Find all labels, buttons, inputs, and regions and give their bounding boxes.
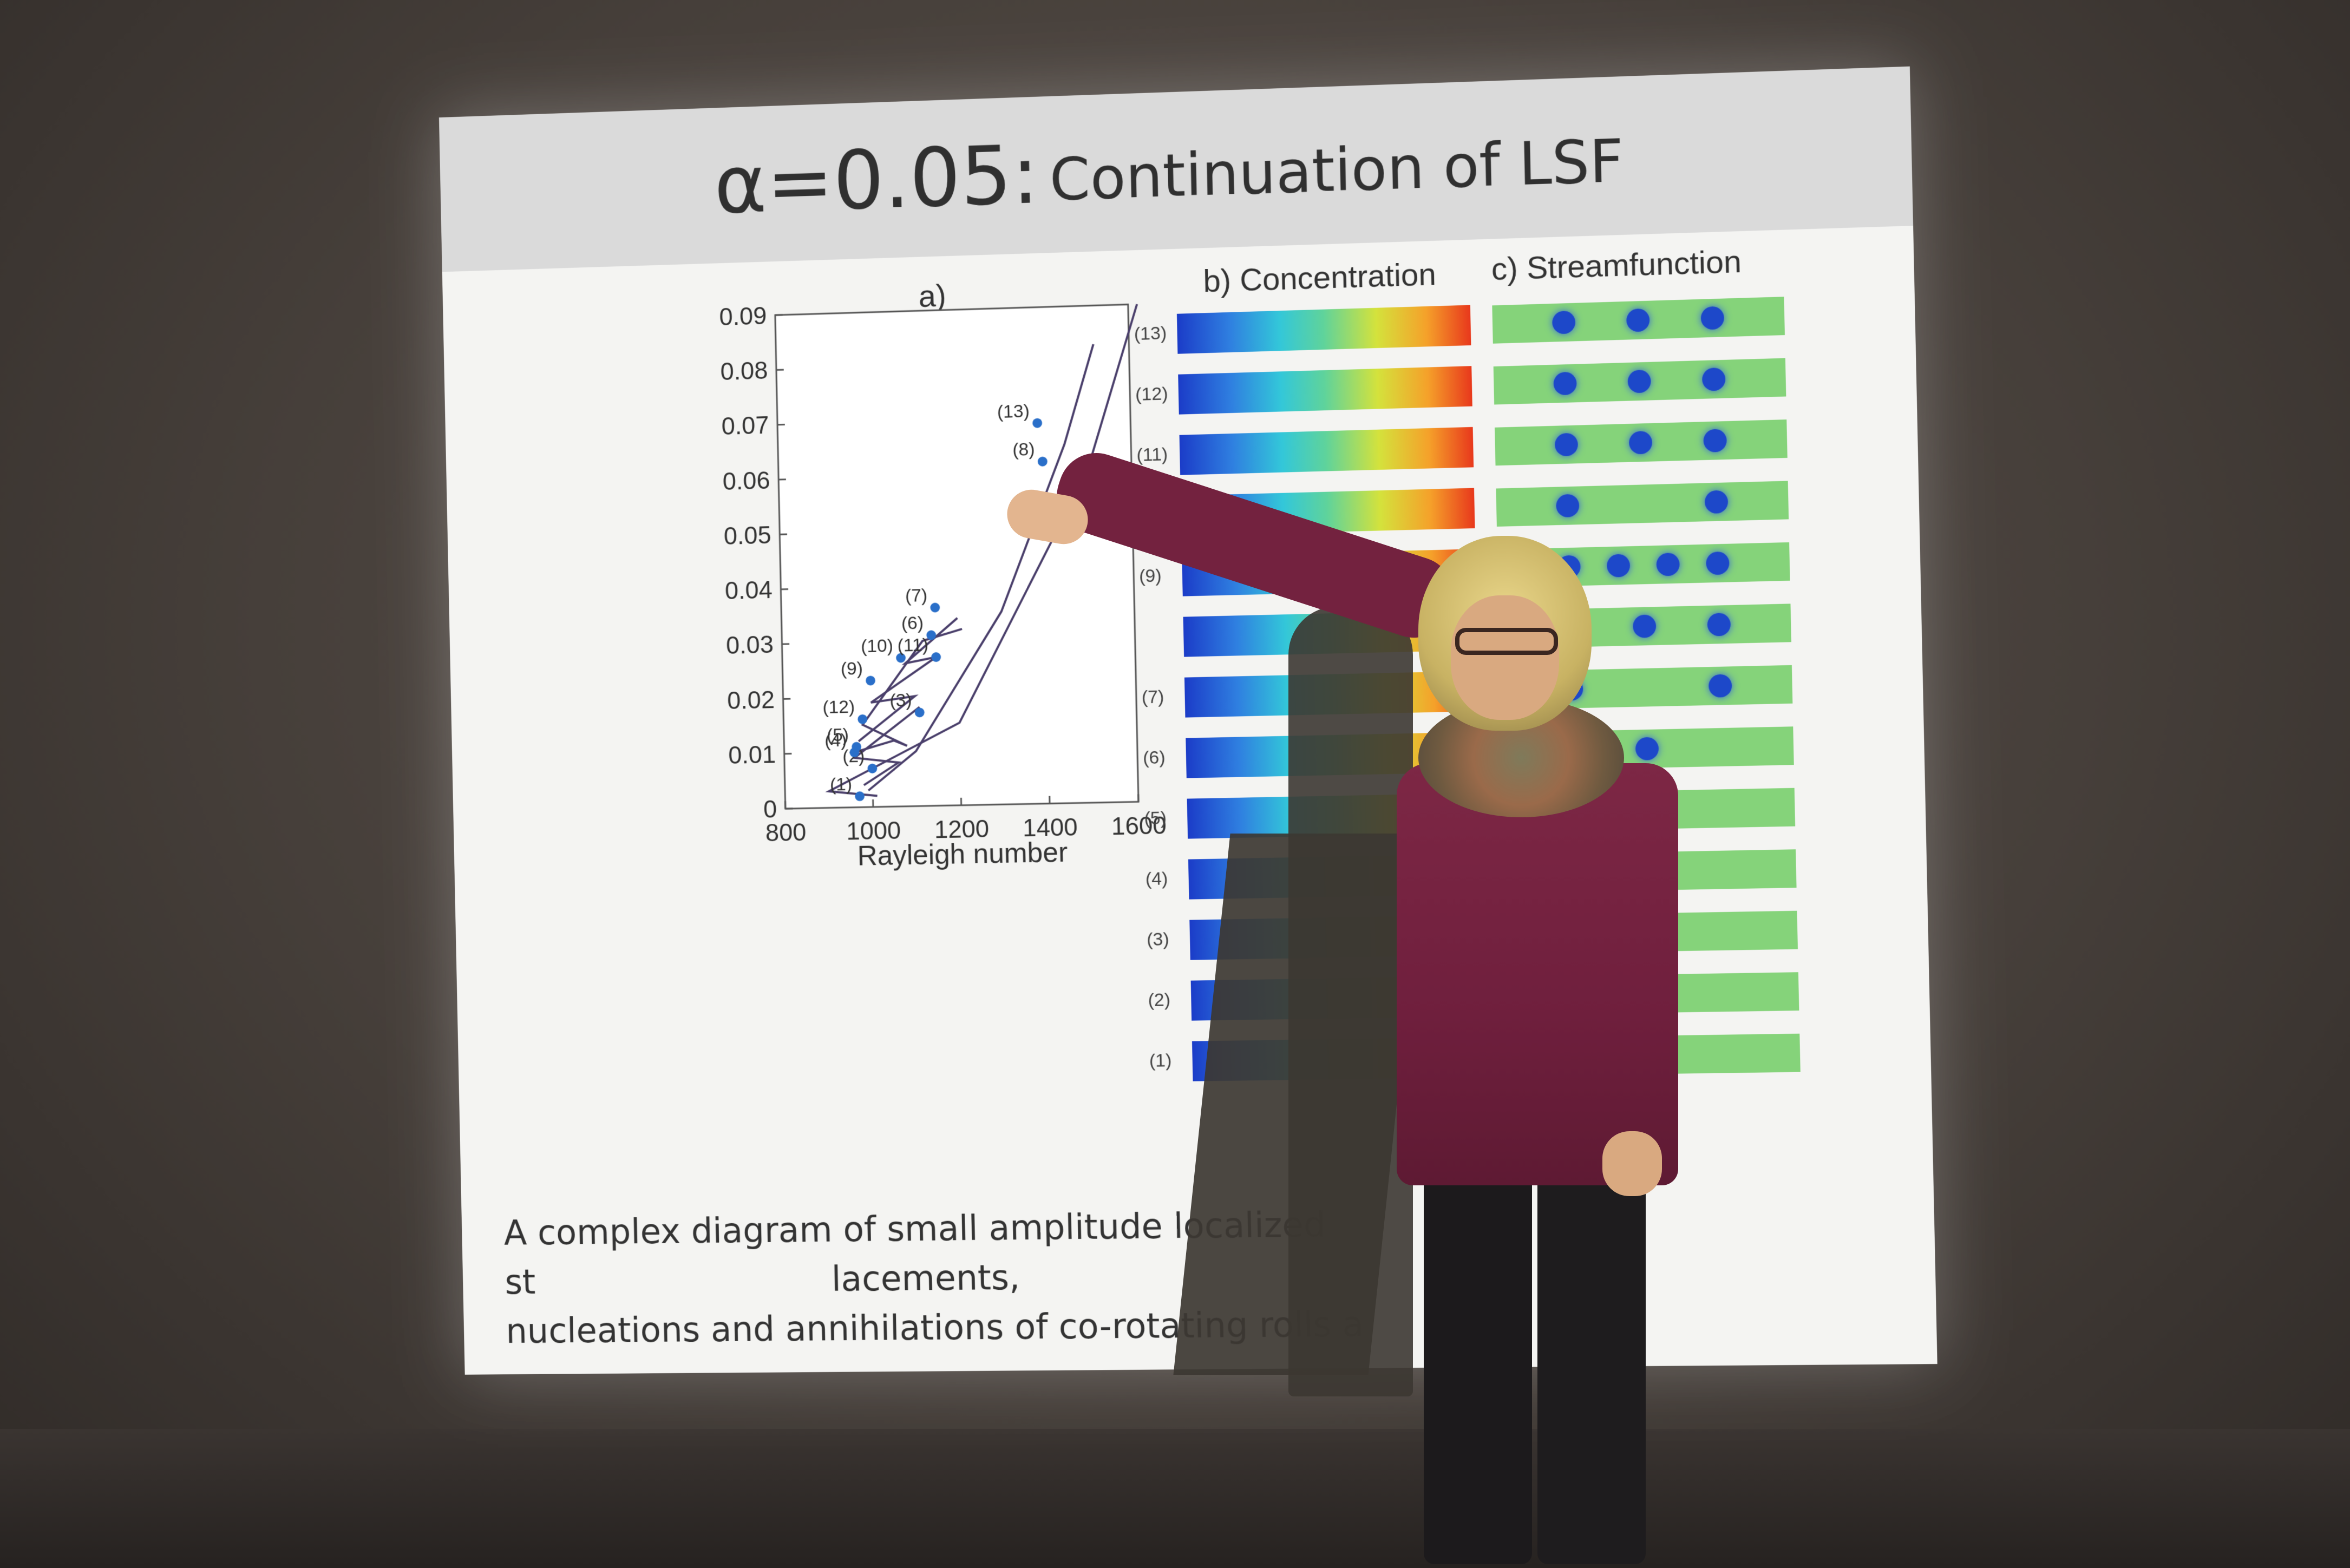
x-tick-label: 800 (765, 818, 807, 847)
vortex-marker (1629, 431, 1653, 455)
data-point-label: (10) (861, 636, 893, 657)
strip-row-label: (7) (1142, 686, 1164, 708)
strip-row-label: (2) (1148, 989, 1170, 1011)
slide-title-symbol: α=0.05: (713, 128, 1039, 232)
concentration-strip (1180, 427, 1474, 475)
vortex-marker (1553, 372, 1576, 396)
y-axis-label: J (673, 551, 680, 575)
data-point-label: (9) (841, 659, 863, 679)
streamfunction-strip (1496, 481, 1789, 526)
strip-row-label: (12) (1135, 383, 1168, 405)
vortex-marker (1703, 429, 1727, 452)
vortex-marker (1626, 309, 1650, 332)
strip-row-label: (9) (1139, 566, 1162, 587)
panel-c-label: c) Streamfunction (1491, 243, 1742, 287)
strip-row-label: (6) (1143, 747, 1166, 769)
vortex-marker (1706, 552, 1730, 575)
panel-b-label: b) Concentration (1203, 256, 1437, 299)
data-point-label: (13) (997, 401, 1030, 422)
strip-row-label: (13) (1134, 323, 1167, 345)
y-tick-label: 0.04 (725, 576, 773, 605)
streamfunction-strip (1495, 419, 1788, 465)
data-point-label: (3) (889, 691, 912, 711)
slide-title-bar: α=0.05: Continuation of LSF (439, 67, 1913, 272)
vortex-marker (1700, 306, 1724, 330)
data-point-label: (11) (897, 635, 928, 655)
vortex-marker (1627, 370, 1651, 393)
room-floor (0, 1429, 2350, 1568)
x-axis-label: Rayleigh number (857, 836, 1068, 871)
y-tick-label: 0.02 (727, 686, 775, 714)
y-tick-label: 0.09 (719, 302, 767, 331)
strip-row-label: (1) (1149, 1050, 1172, 1072)
streamfunction-strip (1494, 358, 1786, 405)
data-point-label: (8) (1012, 439, 1035, 460)
vortex-marker (1552, 311, 1575, 334)
y-tick-label: 0.05 (723, 521, 771, 550)
strip-row-label: (11) (1136, 444, 1168, 466)
y-tick-label: 0.06 (722, 466, 770, 495)
streamfunction-strip (1492, 297, 1785, 344)
vortex-marker (1709, 674, 1732, 697)
presenter-face (1451, 595, 1559, 720)
presenter-leg-right (1537, 1175, 1646, 1564)
strip-row-label: (4) (1145, 868, 1168, 890)
presenter-torso (1397, 763, 1678, 1185)
y-tick-label: 0.01 (728, 740, 776, 769)
concentration-strip (1177, 305, 1471, 354)
presenter (1386, 536, 1689, 1564)
vortex-marker (1556, 494, 1579, 517)
projector-screen: α=0.05: Continuation of LSF a) b) Concen… (439, 67, 1937, 1375)
concentration-strip (1178, 366, 1472, 415)
vortex-marker (1705, 490, 1729, 514)
data-point-label: (1) (830, 774, 853, 795)
data-point-label: (7) (905, 586, 928, 606)
data-point-label: (12) (822, 697, 855, 718)
y-tick-label: 0.07 (721, 411, 769, 440)
caption-line-1-end: lacements, (831, 1258, 1020, 1300)
vortex-marker (1707, 613, 1731, 636)
strip-row-label: (3) (1147, 929, 1169, 950)
data-point-label: (6) (901, 613, 924, 634)
slide-title: Continuation of LSF (1049, 127, 1625, 213)
strip-row-label: (5) (1144, 808, 1167, 829)
vortex-marker (1702, 368, 1726, 391)
presenter-hand-right (1602, 1131, 1662, 1196)
vortex-marker (1555, 433, 1578, 456)
y-tick-label: 0.03 (726, 631, 774, 659)
presenter-leg-left (1424, 1175, 1532, 1564)
presenter-glasses (1455, 628, 1558, 655)
y-tick-label: 0.08 (720, 357, 768, 386)
data-point-label: (5) (827, 725, 849, 745)
